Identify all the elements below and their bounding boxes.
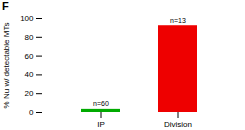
svg-text:% Nu w/ detectable MTs: % Nu w/ detectable MTs	[2, 23, 11, 109]
svg-text:60: 60	[25, 52, 34, 61]
svg-text:20: 20	[25, 89, 34, 98]
svg-text:100: 100	[20, 14, 34, 23]
svg-text:80: 80	[25, 33, 34, 42]
svg-text:n=13: n=13	[170, 17, 186, 24]
svg-text:40: 40	[25, 70, 34, 79]
svg-text:Division: Division	[164, 120, 192, 129]
svg-text:IP: IP	[97, 120, 105, 129]
svg-text:0: 0	[29, 108, 34, 117]
svg-text:n=60: n=60	[93, 100, 109, 107]
html-text:F: F	[2, 0, 9, 12]
